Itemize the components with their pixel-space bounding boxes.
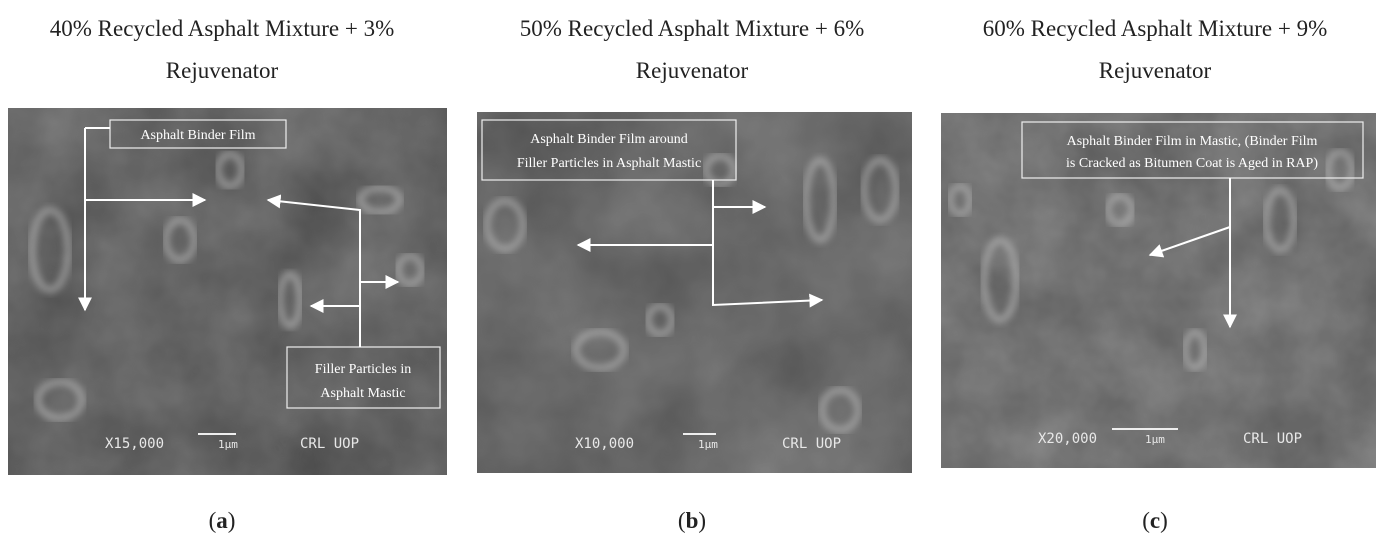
- caption: (a): [209, 508, 236, 533]
- magnification: X15,000: [105, 436, 164, 452]
- caption: (c): [1142, 508, 1168, 533]
- caption-open: (: [1142, 508, 1150, 533]
- scale-label: 1μm: [218, 438, 238, 451]
- sem-texture: [8, 108, 447, 475]
- caption-close: ): [228, 508, 236, 533]
- caption-letter: a: [216, 508, 228, 533]
- lab-label: CRL UOP: [300, 436, 359, 452]
- panel-title: 40% Recycled Asphalt Mixture + 3%: [50, 16, 394, 41]
- annotation-text: Asphalt Mastic: [320, 386, 405, 401]
- caption-close: ): [1160, 508, 1168, 533]
- panel-title: Rejuvenator: [1099, 58, 1212, 83]
- annotation-text: Filler Particles in: [315, 362, 411, 377]
- lab-label: CRL UOP: [782, 436, 841, 452]
- figure: 40% Recycled Asphalt Mixture + 3% Rejuven…: [0, 0, 1384, 540]
- scale-label: 1μm: [1145, 433, 1165, 446]
- panel: 40% Recycled Asphalt Mixture + 3% Rejuven…: [8, 16, 447, 533]
- panel-title: Rejuvenator: [166, 58, 279, 83]
- caption-open: (: [678, 508, 686, 533]
- magnification: X20,000: [1038, 431, 1097, 447]
- caption-letter: c: [1150, 508, 1160, 533]
- lab-label: CRL UOP: [1243, 431, 1302, 447]
- annotation-text: Asphalt Binder Film: [140, 128, 255, 143]
- scale-label: 1μm: [698, 438, 718, 451]
- annotation-text: Asphalt Binder Film in Mastic, (Binder F…: [1067, 134, 1318, 149]
- magnification: X10,000: [575, 436, 634, 452]
- panel-title: Rejuvenator: [636, 58, 749, 83]
- caption-letter: b: [686, 508, 699, 533]
- panel-title: 60% Recycled Asphalt Mixture + 9%: [983, 16, 1327, 41]
- caption-close: ): [698, 508, 706, 533]
- annotation-text: is Cracked as Bitumen Coat is Aged in RA…: [1066, 156, 1318, 171]
- panel: 50% Recycled Asphalt Mixture + 6% Rejuven…: [477, 16, 912, 533]
- panel-title: 50% Recycled Asphalt Mixture + 6%: [520, 16, 864, 41]
- caption-open: (: [209, 508, 217, 533]
- annotation-text: Filler Particles in Asphalt Mastic: [517, 156, 701, 171]
- annotation-text: Asphalt Binder Film around: [530, 132, 688, 147]
- panel: 60% Recycled Asphalt Mixture + 9% Rejuven…: [941, 16, 1376, 533]
- caption: (b): [678, 508, 706, 533]
